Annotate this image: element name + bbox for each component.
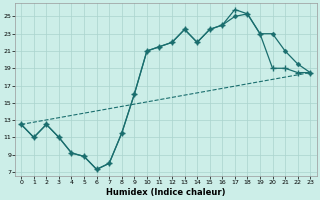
X-axis label: Humidex (Indice chaleur): Humidex (Indice chaleur) bbox=[106, 188, 226, 197]
